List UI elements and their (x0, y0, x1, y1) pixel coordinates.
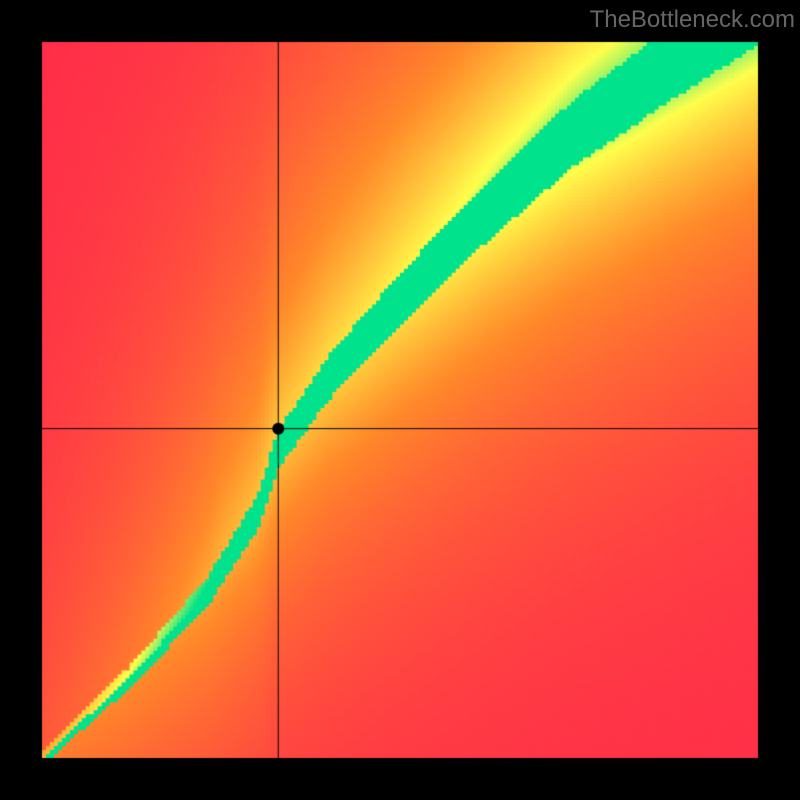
watermark-text: TheBottleneck.com (590, 6, 795, 34)
bottleneck-heatmap (0, 0, 800, 800)
chart-container: TheBottleneck.com (0, 0, 800, 800)
